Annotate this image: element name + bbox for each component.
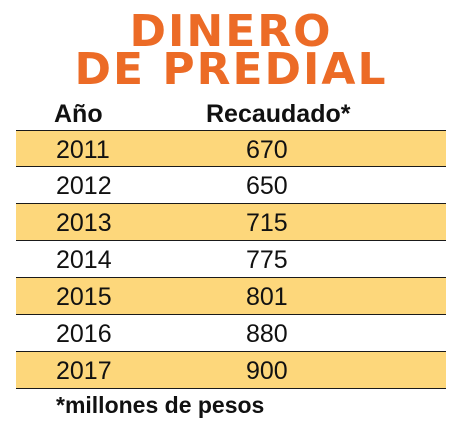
cell-year: 2014: [56, 246, 112, 274]
column-header-recaudado: Recaudado*: [206, 100, 351, 128]
table-row: 2015 801: [16, 278, 446, 315]
cell-year: 2011: [56, 136, 110, 164]
cell-value: 900: [246, 357, 288, 385]
cell-year: 2016: [56, 320, 112, 348]
cell-value: 880: [246, 320, 288, 348]
cell-year: 2015: [56, 283, 112, 311]
cell-year: 2013: [56, 209, 112, 237]
data-table: 2011 670 2012 650 2013 715 2014 775 2015…: [16, 130, 446, 389]
title-line-2: DE PREDIAL: [74, 44, 388, 95]
cell-value: 670: [246, 136, 288, 164]
cell-year: 2012: [56, 172, 112, 200]
table-row: 2014 775: [16, 241, 446, 278]
column-header-year: Año: [54, 100, 103, 128]
table-row: 2012 650: [16, 167, 446, 204]
cell-year: 2017: [56, 357, 112, 385]
table-row: 2016 880: [16, 315, 446, 352]
footnote: *millones de pesos: [56, 392, 265, 418]
table-row: 2013 715: [16, 204, 446, 241]
cell-value: 715: [246, 209, 288, 237]
cell-value: 801: [246, 283, 288, 311]
title-line-1: DINERO: [129, 6, 333, 57]
table-row: 2017 900: [16, 352, 446, 389]
cell-value: 650: [246, 172, 288, 200]
table-row: 2011 670: [16, 130, 446, 167]
table-header: Año Recaudado*: [0, 96, 462, 130]
cell-value: 775: [246, 246, 288, 274]
